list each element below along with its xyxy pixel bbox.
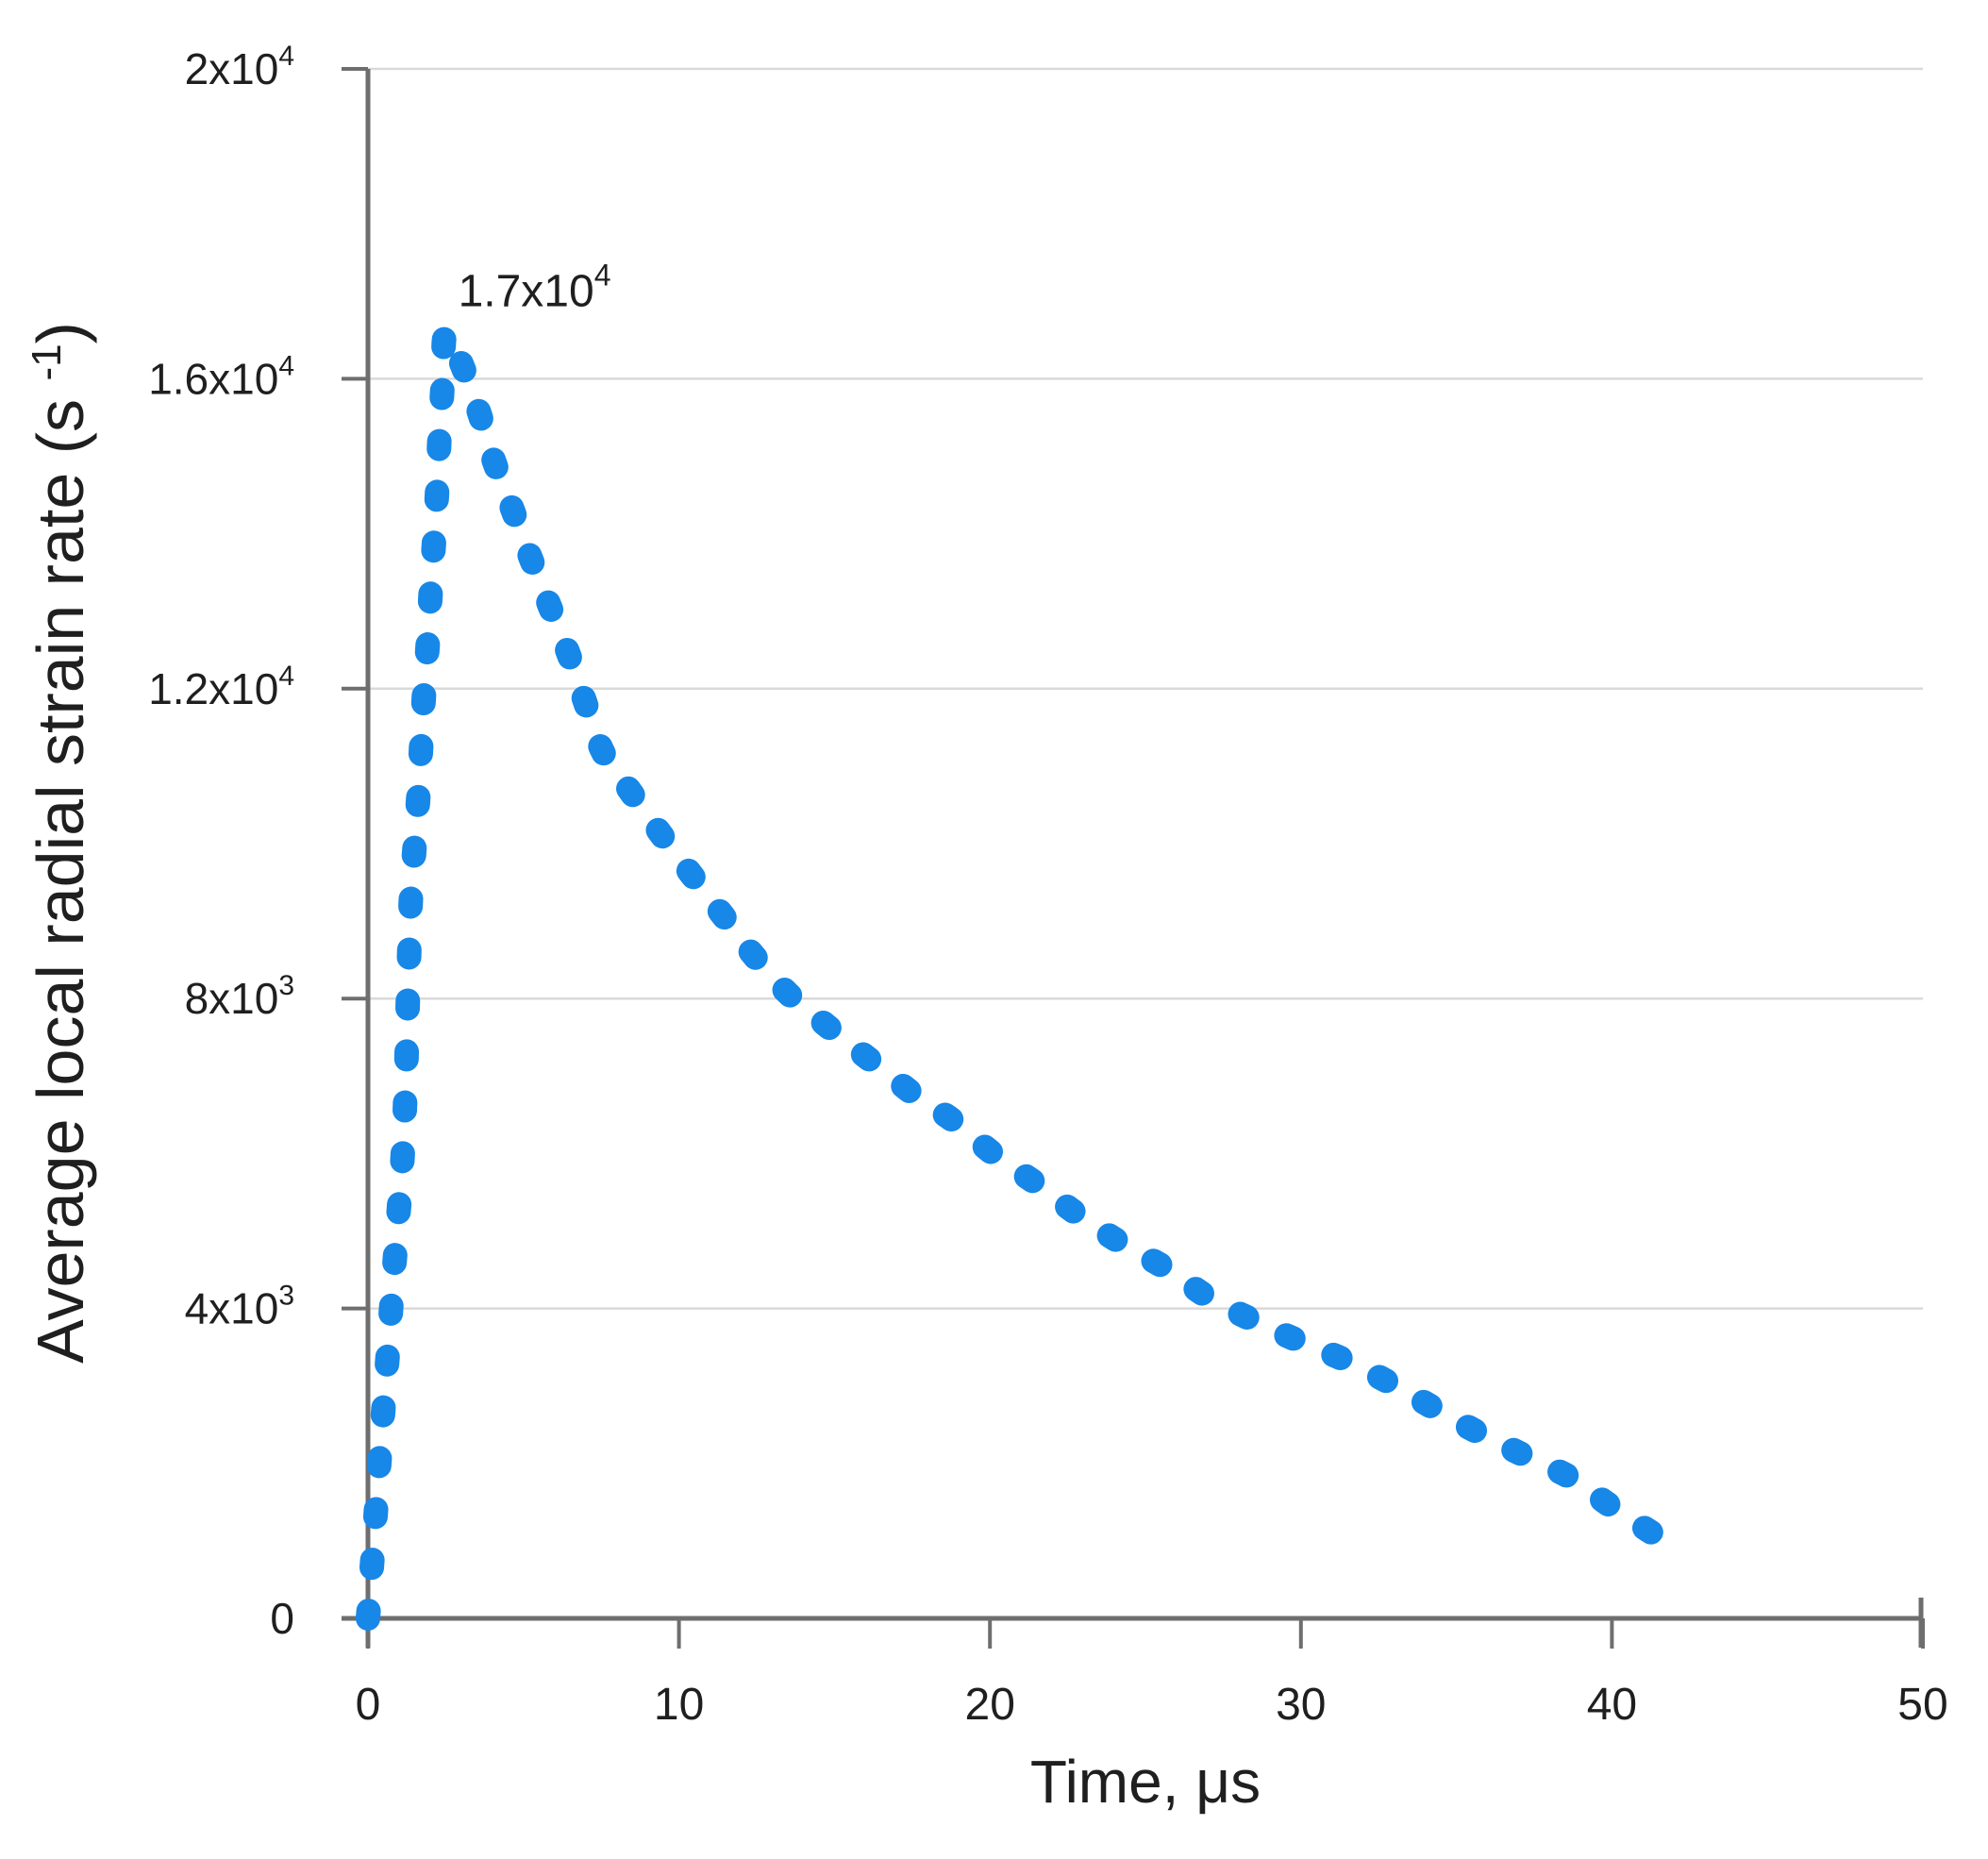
axis-titles: Time, μs Average local radial strain rate…: [24, 322, 1261, 1816]
x-axis-title: Time, μs: [1030, 1748, 1261, 1816]
strain-rate-series: [356, 319, 1671, 1631]
x-tick-label: 0: [356, 1680, 381, 1730]
x-tick-label: 30: [1276, 1680, 1326, 1730]
peak-annotation-label: 1.7x104: [459, 258, 611, 316]
y-tick-label: 4x103: [185, 1281, 294, 1333]
axis-ticks: [342, 67, 1925, 1649]
x-tick-label: 50: [1897, 1680, 1947, 1730]
x-tick-labels: 0 10 20 30 40 50: [356, 1680, 1948, 1730]
x-tick-label: 40: [1587, 1680, 1637, 1730]
x-tick-label: 20: [965, 1680, 1015, 1730]
y-tick-label: 1.2x104: [148, 661, 294, 713]
peak-annotation: 1.7x104: [459, 258, 611, 316]
y-tick-label: 0: [270, 1594, 294, 1643]
y-tick-label: 1.6x104: [148, 350, 294, 403]
series-group: [356, 319, 1671, 1631]
x-tick-label: 10: [654, 1680, 704, 1730]
y-tick-label: 8x103: [185, 970, 294, 1023]
gridlines: [368, 67, 1923, 1310]
y-tick-labels: 0 4x103 8x103 1.2x104 1.6x104 2x104: [148, 41, 294, 1643]
y-axis-title: Average local radial strain rate (s -1): [24, 322, 97, 1364]
y-tick-label: 2x104: [185, 41, 294, 93]
